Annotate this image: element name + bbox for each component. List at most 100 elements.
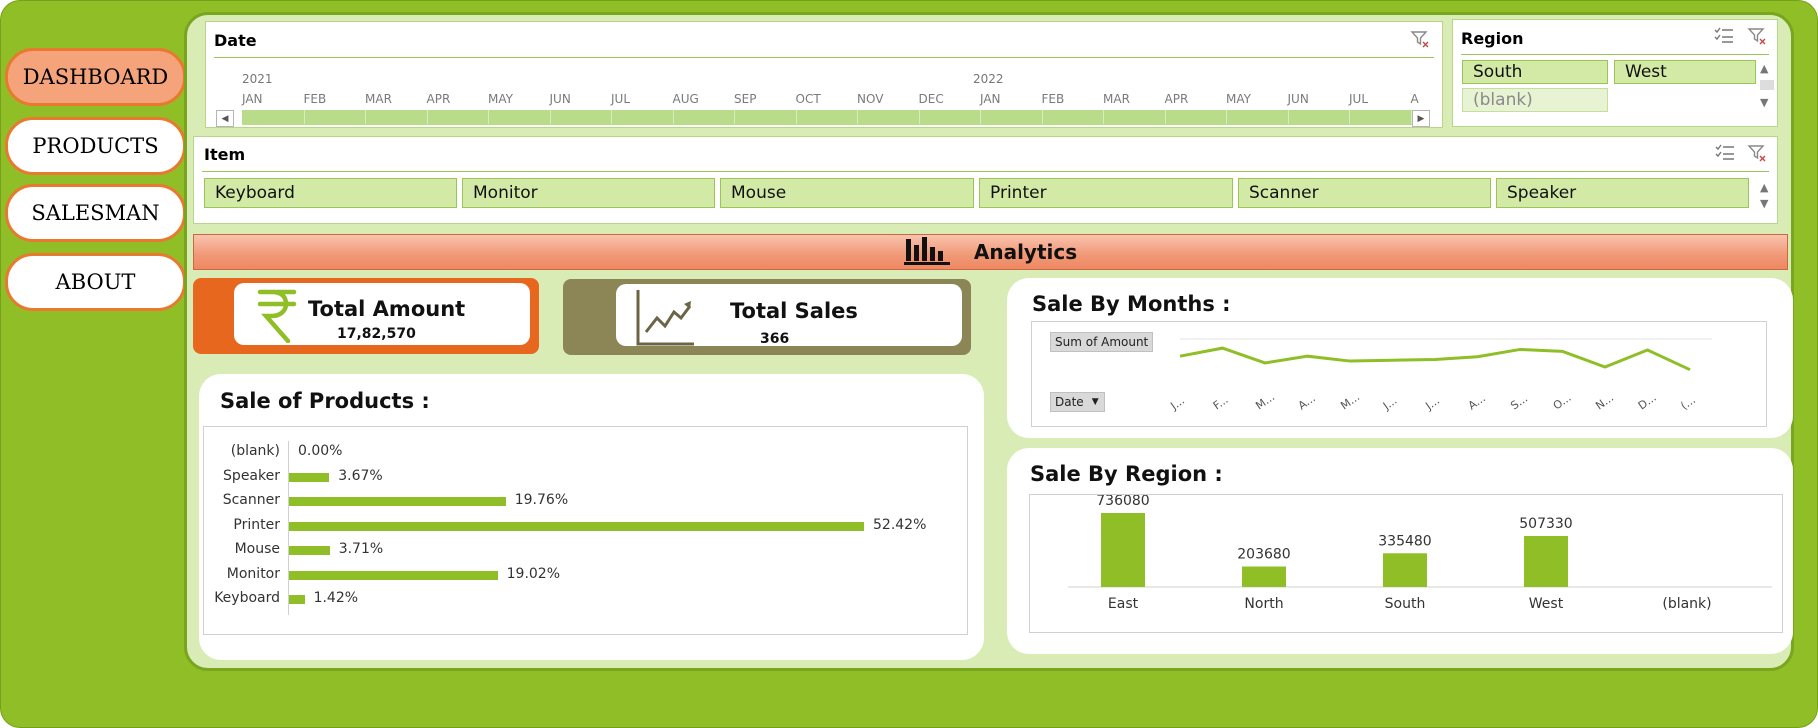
timeline-month[interactable]: JUL (611, 92, 631, 106)
sale-of-products-panel: Sale of Products : (blank) 0.00% Speaker 3.… (199, 374, 984, 660)
region-slicer-title: Region (1461, 29, 1524, 48)
timeline-month[interactable]: FEB (1041, 92, 1065, 106)
date-field-button[interactable]: Date ▼ (1050, 392, 1105, 412)
region-chip-south[interactable]: South (1462, 60, 1608, 84)
timeline-cell[interactable] (1349, 110, 1412, 124)
timeline-month[interactable]: JUN (1287, 92, 1309, 106)
region-bar (1383, 553, 1427, 587)
nav-about-button[interactable]: ABOUT (5, 253, 186, 311)
timeline-cell[interactable] (365, 110, 428, 124)
timeline-month[interactable]: MAR (365, 92, 392, 106)
region-chip-blank[interactable]: (blank) (1462, 88, 1608, 112)
timeline-month[interactable]: SEP (734, 92, 757, 106)
timeline-cell[interactable] (242, 110, 305, 124)
timeline-month[interactable]: JAN (980, 92, 1001, 106)
item-chip-printer[interactable]: Printer (979, 178, 1233, 208)
region-bar (1242, 566, 1286, 587)
region-chip-west[interactable]: West (1614, 60, 1756, 84)
timeline-cell[interactable] (1103, 110, 1166, 124)
scroll-up-icon[interactable]: ▲ (1760, 62, 1769, 75)
timeline-month[interactable]: APR (1164, 92, 1189, 106)
timeline-month[interactable]: MAR (1103, 92, 1130, 106)
timeline-cell[interactable] (919, 110, 981, 124)
scroll-thumb[interactable] (1760, 80, 1774, 90)
sale-by-region-panel: Sale By Region : 736080 East 203680 North 33… (1007, 448, 1793, 654)
timeline-selection-bar[interactable] (242, 110, 1473, 125)
region-bar (1101, 513, 1145, 587)
timeline-month[interactable]: DEC (918, 92, 944, 106)
item-slicer[interactable]: Item Keyboard Monitor Mouse Printer Scan… (193, 136, 1778, 224)
product-bar (289, 546, 330, 555)
multi-select-icon[interactable] (1714, 26, 1734, 48)
item-chip-monitor[interactable]: Monitor (462, 178, 715, 208)
total-sales-kpi: Total Sales 366 (563, 279, 971, 355)
timeline-month[interactable]: AUG (672, 92, 699, 106)
product-bar (289, 521, 864, 531)
timeline-cell[interactable] (550, 110, 612, 124)
analytics-banner: Analytics (193, 234, 1788, 270)
clear-filter-icon[interactable] (1747, 26, 1767, 50)
timeline-cell[interactable] (796, 110, 858, 124)
timeline-cell[interactable] (1288, 110, 1350, 124)
timeline-month[interactable]: OCT (795, 92, 821, 106)
timeline-month[interactable]: JUN (549, 92, 571, 106)
timeline-cell[interactable] (734, 110, 797, 124)
nav-dashboard-button[interactable]: DASHBOARD (5, 48, 186, 106)
timeline-cell[interactable] (1165, 110, 1227, 124)
sum-of-amount-field-button[interactable]: Sum of Amount (1050, 332, 1154, 352)
timeline-cell[interactable] (1042, 110, 1104, 124)
sale-by-region-chart: 736080 East 203680 North 335480 South 507330 We… (1029, 494, 1783, 633)
sale-by-months-panel: Sale By Months : Sum of Amount Date ▼ J.… (1007, 278, 1793, 438)
product-percent-label: 19.76% (514, 492, 569, 508)
product-category-label: Monitor (226, 565, 280, 582)
total-amount-label: Total Amount (308, 297, 466, 321)
item-chip-keyboard[interactable]: Keyboard (204, 178, 457, 208)
item-chip-mouse[interactable]: Mouse (720, 178, 974, 208)
timeline-month[interactable]: APR (426, 92, 451, 106)
timeline-month[interactable]: A (1410, 92, 1419, 106)
scroll-up-icon[interactable]: ▲ (1760, 181, 1769, 194)
timeline-month[interactable]: MAY (488, 92, 513, 106)
rupee-icon (256, 287, 298, 347)
timeline-month[interactable]: JAN (242, 92, 263, 106)
product-bar (289, 497, 506, 506)
scroll-down-icon[interactable]: ▼ (1760, 96, 1769, 109)
month-tick-label: D... (1636, 391, 1659, 413)
timeline-year-2022: 2022 (973, 72, 1004, 86)
timeline-cell[interactable] (304, 110, 366, 124)
product-percent-label: 3.67% (338, 467, 383, 484)
clear-filter-icon[interactable] (1747, 143, 1767, 167)
product-category-label: Printer (233, 516, 280, 533)
region-slicer[interactable]: Region South West (blank) ▲ ▼ (1452, 19, 1778, 127)
multi-select-icon[interactable] (1715, 143, 1735, 165)
timeline-scroll-right-icon[interactable]: ▶ (1412, 110, 1430, 127)
item-chip-scanner[interactable]: Scanner (1238, 178, 1491, 208)
nav-products-button[interactable]: PRODUCTS (5, 117, 186, 175)
scroll-down-icon[interactable]: ▼ (1760, 197, 1769, 210)
region-data-label: 203680 (1237, 547, 1290, 563)
timeline-month[interactable]: NOV (857, 92, 884, 106)
timeline-cell[interactable] (488, 110, 551, 124)
product-percent-label: 19.02% (506, 565, 561, 582)
month-tick-label: M... (1253, 390, 1277, 412)
timeline-cell[interactable] (857, 110, 920, 124)
timeline-cell[interactable] (1226, 110, 1289, 124)
date-slicer-title: Date (214, 31, 257, 50)
timeline-cell[interactable] (980, 110, 1043, 124)
timeline-month[interactable]: FEB (303, 92, 327, 106)
timeline-month[interactable]: JUL (1349, 92, 1369, 106)
timeline-cell[interactable] (611, 110, 674, 124)
clear-filter-icon[interactable] (1410, 29, 1430, 53)
timeline-month[interactable]: MAY (1226, 92, 1251, 106)
total-sales-value: 366 (760, 331, 790, 347)
timeline-cell[interactable] (427, 110, 489, 124)
product-bar (289, 570, 498, 580)
nav-salesman-button[interactable]: SALESMAN (5, 184, 186, 242)
date-timeline-slicer[interactable]: Date 2021 2022 JAN FEB MAR APR MAY JUN JUL AUG S… (205, 21, 1473, 128)
timeline-cell[interactable] (673, 110, 735, 124)
month-tick-label: J... (1380, 394, 1400, 413)
item-chip-speaker[interactable]: Speaker (1496, 178, 1749, 208)
sale-of-products-title: Sale of Products : (220, 389, 430, 413)
timeline-scroll-left-icon[interactable]: ◀ (216, 110, 234, 127)
product-bar (289, 472, 330, 482)
